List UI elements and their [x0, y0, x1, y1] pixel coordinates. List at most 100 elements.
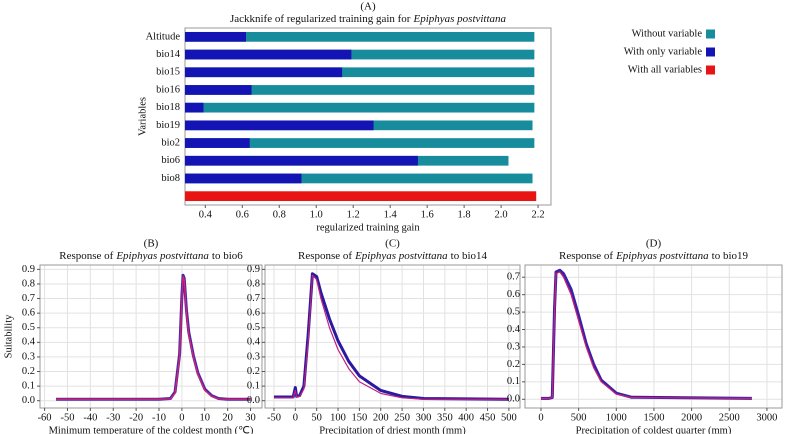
bar	[185, 102, 535, 113]
y-tick-label: 0.3	[507, 341, 520, 352]
x-tick-label: 1500	[643, 412, 664, 423]
x-tick-label: 30	[245, 412, 256, 423]
x-tick-label: -40	[83, 412, 97, 423]
y-tick-label: 0.5	[22, 322, 35, 333]
bar	[185, 191, 537, 202]
y-tick-label: bio8	[161, 173, 180, 184]
y-tick-label: bio16	[156, 84, 180, 95]
x-tick-label: -50	[267, 412, 281, 423]
legend-label: Without variable	[632, 28, 703, 39]
x-tick-label: 2.0	[495, 209, 508, 220]
x-tick-label: -10	[152, 412, 166, 423]
y-tick-label: 0.4	[507, 324, 521, 335]
y-tick-label: 0.2	[247, 366, 260, 377]
x-tick-label: 0	[293, 412, 298, 423]
x-axis-label: regularized training gain	[316, 222, 420, 233]
y-tick-label: 0.5	[507, 306, 520, 317]
bar	[185, 49, 352, 60]
y-tick-label: bio6	[161, 155, 180, 166]
x-tick-label: 300	[416, 412, 432, 423]
y-tick-label: 0.9	[247, 264, 260, 275]
title-part: Epiphyas postvittana	[412, 13, 506, 25]
bar	[185, 173, 302, 184]
title-part: Response of	[59, 250, 113, 262]
x-tick-label: 350	[437, 412, 453, 423]
legend-label: With all variables	[628, 64, 702, 75]
y-tick-label: 0.7	[22, 293, 35, 304]
x-axis-label: Precipitation of driest month (mm)	[319, 425, 466, 434]
x-tick-label: -30	[106, 412, 120, 423]
response-curve	[540, 268, 752, 400]
y-tick-label: 0.1	[507, 376, 520, 387]
x-tick-label: 0	[538, 412, 543, 423]
title-part: Epiphyas postvittana	[615, 250, 709, 262]
title-part: Response of	[559, 250, 613, 262]
x-tick-label: 1.0	[310, 209, 323, 220]
response-curve	[273, 274, 509, 400]
legend-swatch	[706, 29, 715, 39]
y-tick-label: 0.6	[247, 308, 260, 319]
y-tick-label: 0.9	[22, 264, 35, 275]
bar	[185, 85, 252, 95]
chart-title: Response of Epiphyas postvittana to bio14	[298, 250, 488, 262]
x-tick-label: -60	[38, 412, 52, 423]
y-tick-label: 0.4	[247, 337, 261, 348]
y-tick-label: 0.5	[247, 322, 260, 333]
panel-label: (C)	[385, 238, 400, 250]
panel-label: (B)	[144, 238, 159, 250]
bar	[185, 67, 535, 78]
response-curve	[56, 276, 251, 400]
x-tick-label: 50	[311, 412, 322, 423]
chart-title: Jackknife of regularized training gain f…	[230, 13, 507, 25]
y-tick-label: 0.6	[507, 289, 520, 300]
response-curve	[540, 271, 752, 400]
plot-frame	[39, 264, 263, 409]
x-tick-label: 1.8	[458, 209, 471, 220]
x-tick-label: 1.6	[421, 209, 434, 220]
x-tick-label: 400	[458, 412, 474, 423]
bar	[185, 85, 535, 95]
panel-label: (A)	[360, 1, 376, 13]
y-tick-label: 0.6	[22, 308, 35, 319]
x-tick-label: 500	[571, 412, 587, 423]
y-tick-label: 0.7	[507, 272, 520, 283]
y-tick-label: 0.2	[507, 359, 520, 370]
chart-title: Response of Epiphyas postvittana to bio6	[59, 250, 243, 262]
title-part: Epiphyas postvittana	[354, 250, 448, 262]
x-tick-label: -50	[60, 412, 74, 423]
x-tick-label: 20	[222, 412, 233, 423]
x-tick-label: 2500	[719, 412, 740, 423]
chart-title: Response of Epiphyas postvittana to bio19	[559, 250, 749, 262]
y-tick-label: 0.4	[22, 337, 36, 348]
y-tick-label: 0.8	[247, 278, 260, 289]
y-tick-label: 0.3	[22, 351, 35, 362]
plot-frame	[264, 264, 521, 409]
y-axis-label: Variables	[137, 97, 148, 136]
y-tick-label: 0.8	[22, 278, 35, 289]
y-tick-label: Altitude	[146, 31, 181, 42]
x-tick-label: 450	[480, 412, 496, 423]
x-tick-label: 1.2	[347, 209, 360, 220]
x-tick-label: 3000	[756, 412, 777, 423]
x-axis-label: Precipitation of coldest quarter (mm)	[576, 425, 732, 434]
x-tick-label: 2.2	[531, 209, 544, 220]
bar	[185, 49, 535, 60]
x-tick-label: 200	[373, 412, 389, 423]
y-axis-label: Suitability	[3, 314, 14, 359]
x-tick-label: 150	[352, 412, 368, 423]
response-curve	[273, 272, 509, 401]
bar	[185, 31, 246, 42]
plot-frame	[184, 27, 552, 206]
bar	[185, 102, 204, 113]
y-tick-label: bio15	[156, 67, 180, 78]
y-tick-label: 0.0	[507, 394, 520, 405]
title-part: to bio6	[212, 250, 243, 262]
x-tick-label: 2000	[681, 412, 702, 423]
title-part: Response of	[298, 250, 352, 262]
x-tick-label: 0.6	[236, 209, 249, 220]
y-tick-label: 0.7	[247, 293, 260, 304]
y-tick-label: 0.0	[247, 395, 260, 406]
x-tick-label: 250	[394, 412, 410, 423]
y-tick-label: 0.1	[247, 381, 260, 392]
